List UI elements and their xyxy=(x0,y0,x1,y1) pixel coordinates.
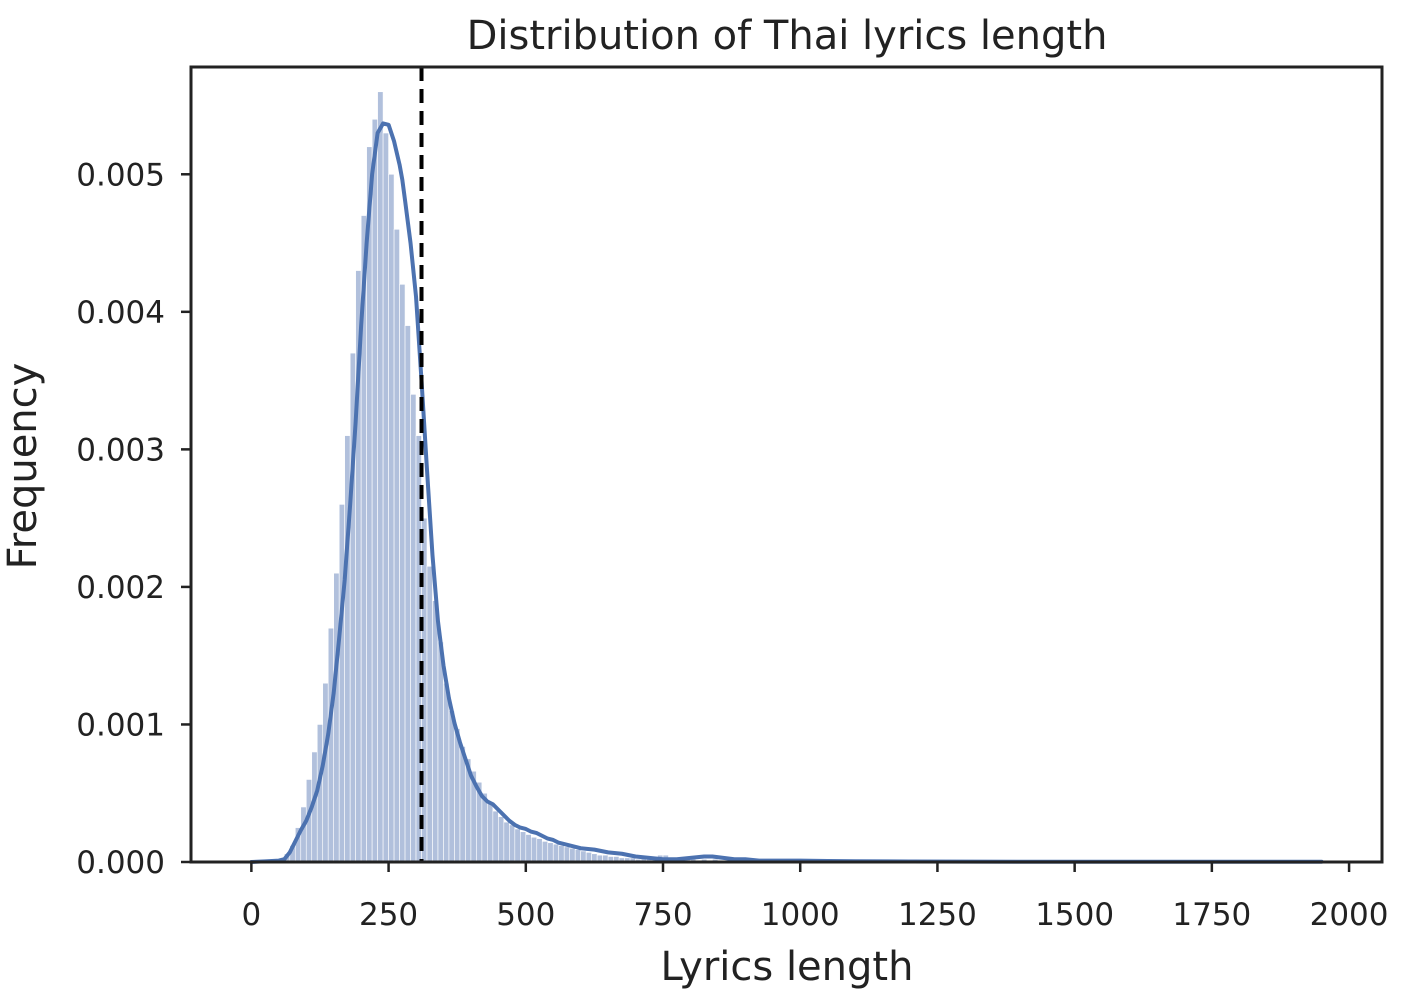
histogram-bar xyxy=(547,842,554,863)
histogram-bar xyxy=(454,728,461,863)
y-axis-label: Frequency xyxy=(0,363,46,570)
histogram-bar xyxy=(426,565,433,863)
histogram-bar xyxy=(327,627,335,863)
histogram-bar xyxy=(563,846,571,863)
histogram-bars xyxy=(278,91,1317,863)
plot-frame xyxy=(189,65,1384,864)
x-axis-ticks: 0 250 500 750 1000 1250 1500 1750 2000 xyxy=(242,862,1389,933)
x-tick-label: 250 xyxy=(359,897,418,933)
histogram-bar xyxy=(498,816,505,863)
histogram-bar xyxy=(404,325,411,863)
histogram-bar xyxy=(443,682,450,863)
x-axis-label: Lyrics length xyxy=(661,944,914,990)
x-tick-label: 1750 xyxy=(1172,897,1251,933)
histogram-bar xyxy=(338,504,345,863)
histogram-bar xyxy=(371,118,378,863)
x-tick-label: 1000 xyxy=(761,897,840,933)
histogram-bar xyxy=(322,682,329,863)
x-tick-label: 0 xyxy=(242,897,262,933)
histogram-bar xyxy=(481,792,488,863)
histogram-bar xyxy=(520,831,527,863)
chart-title: Distribution of Thai lyrics length xyxy=(467,13,1108,59)
y-tick-label: 0.004 xyxy=(76,295,165,331)
histogram-bar xyxy=(509,824,516,863)
y-axis-ticks: 0.000 0.001 0.002 0.003 0.004 0.005 xyxy=(76,157,191,881)
histogram-bar xyxy=(552,843,560,863)
histogram-bar xyxy=(487,802,494,863)
histogram-bar xyxy=(525,834,532,863)
histogram-bar xyxy=(377,91,384,863)
y-tick-label: 0.002 xyxy=(76,570,165,606)
histogram-bar xyxy=(300,806,307,863)
y-tick-label: 0.000 xyxy=(76,845,165,881)
kde-curve-group xyxy=(249,121,1324,864)
kde-line xyxy=(249,121,1324,864)
histogram-bar xyxy=(541,841,549,863)
histogram-bar xyxy=(530,836,538,863)
y-tick-label: 0.003 xyxy=(76,432,165,468)
histogram-bar xyxy=(459,746,466,863)
y-tick-label: 0.001 xyxy=(76,707,165,743)
histogram-bar xyxy=(448,710,455,863)
histogram-bar xyxy=(333,572,340,863)
x-tick-label: 750 xyxy=(633,897,692,933)
histogram-bar xyxy=(514,828,521,863)
x-tick-label: 2000 xyxy=(1310,897,1389,933)
histogram-bar xyxy=(437,641,444,863)
x-tick-label: 1500 xyxy=(1035,897,1114,933)
y-tick-label: 0.005 xyxy=(76,157,165,193)
histogram-bar xyxy=(574,849,581,863)
histogram-bar xyxy=(580,850,587,863)
histogram-bar xyxy=(536,838,543,863)
histogram-bar xyxy=(410,394,417,863)
histogram-bar xyxy=(569,847,576,863)
histogram-bar xyxy=(503,821,510,863)
histogram-bar xyxy=(492,810,499,863)
histogram-bar xyxy=(388,173,395,863)
histogram-bar xyxy=(382,132,389,863)
x-tick-label: 1250 xyxy=(898,897,977,933)
histogram-bar xyxy=(558,845,565,863)
histogram-bar xyxy=(399,284,406,863)
histogram-bar xyxy=(432,600,439,863)
x-tick-label: 500 xyxy=(496,897,555,933)
histogram-bar xyxy=(393,229,400,863)
